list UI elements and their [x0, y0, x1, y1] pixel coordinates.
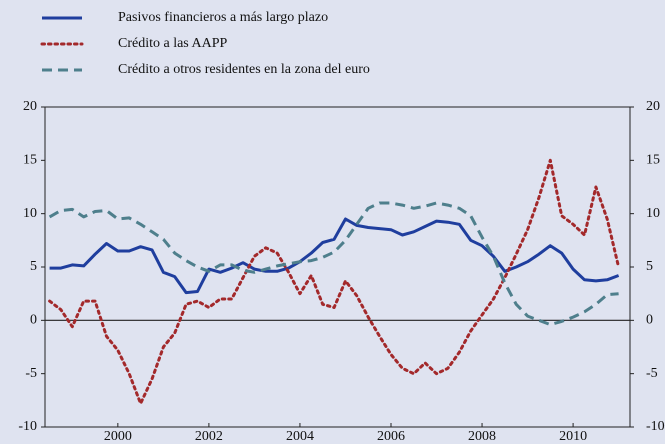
y2-tick-label: -10	[646, 419, 665, 434]
x-tick-label: 2008	[468, 429, 496, 444]
y2-tick-label: -5	[646, 366, 658, 381]
x-tick-label: 2010	[559, 429, 587, 444]
x-tick-label: 2000	[104, 429, 132, 444]
x-tick-label: 2006	[377, 429, 405, 444]
y2-tick-label: 20	[646, 99, 660, 114]
legend-label: Pasivos financieros a más largo plazo	[118, 10, 328, 25]
y2-tick-label: 10	[646, 206, 660, 221]
series-line	[48, 158, 621, 405]
plot-frame	[44, 106, 631, 428]
y-tick-label: 15	[23, 153, 37, 168]
y-tick-label: -10	[18, 419, 37, 434]
y-tick-label: 10	[23, 206, 37, 221]
x-tick-label: 2002	[195, 429, 223, 444]
legend-label: Crédito a las AAPP	[118, 36, 227, 51]
y-tick-label: 5	[30, 259, 37, 274]
series-line	[48, 201, 619, 327]
y2-tick-label: 5	[646, 259, 653, 274]
y-tick-label: 20	[23, 99, 37, 114]
legend-label: Crédito a otros residentes en la zona de…	[118, 62, 370, 77]
series-line	[49, 217, 620, 295]
y-tick-label: -5	[25, 366, 37, 381]
y2-tick-label: 15	[646, 153, 660, 168]
x-tick-label: 2004	[286, 429, 314, 444]
y2-tick-label: 0	[646, 313, 653, 328]
y-tick-label: 0	[30, 313, 37, 328]
